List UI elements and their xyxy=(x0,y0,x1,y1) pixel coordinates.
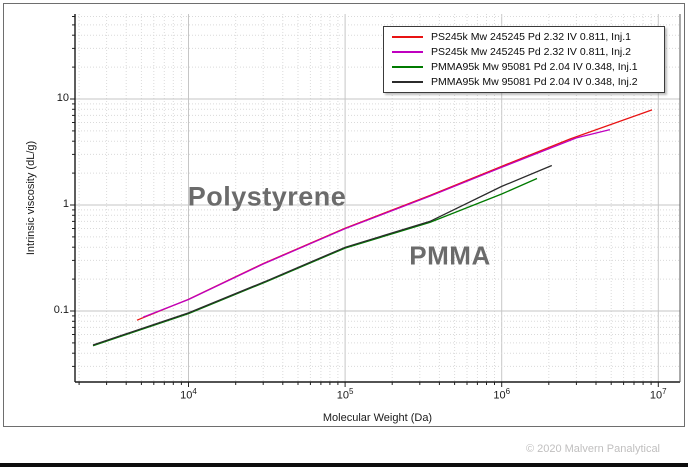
copyright-text: © 2020 Malvern Panalytical xyxy=(525,443,660,455)
legend-item: PS245k Mw 245245 Pd 2.32 IV 0.811, Inj.1 xyxy=(384,29,664,44)
x-axis-title: Molecular Weight (Da) xyxy=(322,412,433,424)
legend-item: PMMA95k Mw 95081 Pd 2.04 IV 0.348, Inj.1 xyxy=(384,60,664,75)
legend-line-swatch xyxy=(392,81,423,84)
series-line-1 xyxy=(142,128,611,318)
annotation-polystyrene: Polystyrene xyxy=(187,181,347,212)
legend-box: PS245k Mw 245245 Pd 2.32 IV 0.811, Inj.1… xyxy=(383,26,665,93)
legend-item-label: PMMA95k Mw 95081 Pd 2.04 IV 0.348, Inj.2 xyxy=(431,76,638,89)
legend-item-label: PS245k Mw 245245 Pd 2.32 IV 0.811, Inj.2 xyxy=(431,45,632,58)
annotation-pmma: PMMA xyxy=(409,240,491,271)
legend-line-swatch xyxy=(392,66,423,69)
bottom-divider xyxy=(0,463,688,467)
y-axis-title: Intrinsic viscosity (dL/g) xyxy=(25,140,37,256)
axes xyxy=(70,14,681,387)
legend-line-swatch xyxy=(392,50,423,53)
legend-item: PMMA95k Mw 95081 Pd 2.04 IV 0.348, Inj.2 xyxy=(384,75,664,90)
series-line-2 xyxy=(92,177,538,347)
series xyxy=(92,109,653,347)
series-line-3 xyxy=(92,164,553,346)
legend-item-label: PMMA95k Mw 95081 Pd 2.04 IV 0.348, Inj.1 xyxy=(431,61,638,74)
legend-line-swatch xyxy=(392,35,423,38)
legend-item-label: PS245k Mw 245245 Pd 2.32 IV 0.811, Inj.1 xyxy=(431,30,632,43)
series-line-0 xyxy=(136,109,653,321)
legend-item: PS245k Mw 245245 Pd 2.32 IV 0.811, Inj.2 xyxy=(384,44,664,59)
